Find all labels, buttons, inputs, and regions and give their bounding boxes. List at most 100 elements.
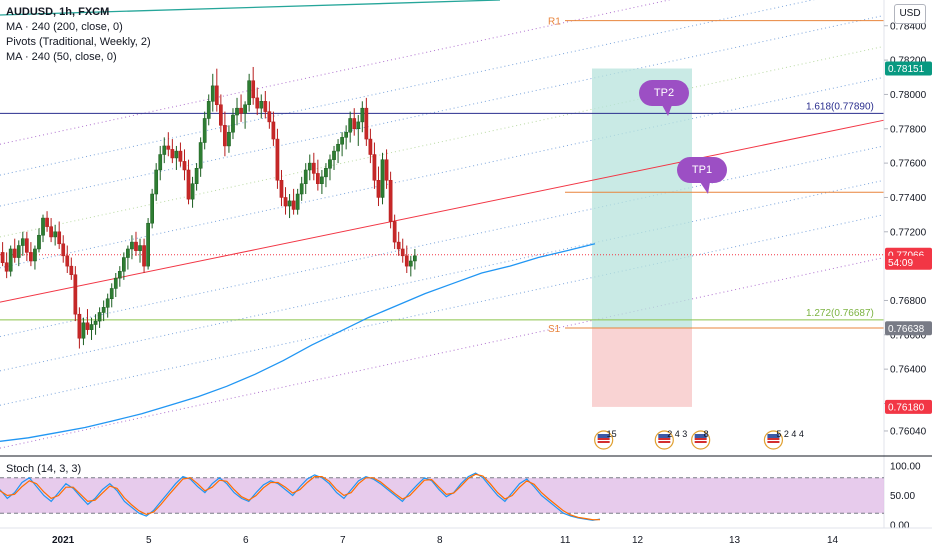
candle <box>65 255 70 267</box>
candle <box>16 245 21 258</box>
time-tick-label: 6 <box>243 535 249 546</box>
candle <box>360 107 365 123</box>
price-tick-label: 0.77200 <box>890 227 927 238</box>
candle <box>239 107 243 114</box>
channel-line <box>0 45 885 238</box>
symbol-title[interactable]: AUDUSD, 1h, FXCM <box>6 6 110 18</box>
fib-1272-label: 1.272(0.76687) <box>806 308 874 319</box>
price-tag-label: 0.78151 <box>888 64 925 75</box>
candle <box>404 255 409 267</box>
candle <box>263 101 268 112</box>
stoch-k-line <box>0 472 601 521</box>
candle <box>150 193 154 224</box>
price-tick-label: 0.77600 <box>890 159 927 170</box>
tp2-pointer <box>662 105 672 116</box>
candle <box>126 248 130 258</box>
candle <box>243 104 247 114</box>
channel-line <box>0 14 885 207</box>
price-tick-label: 0.76800 <box>890 296 927 307</box>
candle <box>162 145 167 155</box>
candle <box>93 320 98 325</box>
candle <box>332 150 336 160</box>
event-badge: 15 <box>594 429 617 450</box>
channel-line <box>0 179 885 372</box>
candle <box>400 248 405 257</box>
candle <box>113 277 118 289</box>
candle <box>8 248 13 272</box>
candle <box>344 131 348 138</box>
candle <box>255 97 260 109</box>
legend-pivots[interactable]: Pivots (Traditional, Weekly, 2) <box>6 36 151 48</box>
candle <box>279 180 284 198</box>
tp1-pointer <box>700 182 710 194</box>
fib-1618-label: 1.618(0.77890) <box>806 101 874 112</box>
candle <box>227 131 231 147</box>
candle <box>190 183 195 200</box>
channel-line <box>0 257 885 449</box>
price-tick-label: 0.77400 <box>890 193 927 204</box>
event-badge: 5 2 4 4 <box>763 429 804 450</box>
stoch-legend[interactable]: Stoch (14, 3, 3) <box>6 463 82 475</box>
candle <box>89 324 94 330</box>
flag-stripe <box>694 434 707 438</box>
candle <box>219 104 223 126</box>
flag-stripe <box>658 434 671 438</box>
candle <box>299 183 304 195</box>
tp2-bubble[interactable]: TP2 <box>639 80 689 106</box>
candle <box>356 121 361 130</box>
candle <box>37 234 41 250</box>
position-profit-zone <box>592 68 692 328</box>
candle <box>105 298 110 308</box>
candle <box>77 313 82 339</box>
price-tag <box>885 399 932 414</box>
candle <box>12 248 17 258</box>
candle <box>223 125 227 147</box>
s1-label: S1 <box>548 324 561 335</box>
candle <box>372 154 377 181</box>
candle <box>0 252 5 263</box>
candle <box>85 322 90 330</box>
price-tag <box>885 255 932 270</box>
tp1-bubble[interactable]: TP1 <box>677 157 727 183</box>
candle <box>198 142 203 169</box>
candle <box>368 138 373 155</box>
candle <box>122 257 126 272</box>
candle <box>413 255 417 262</box>
candle <box>166 145 171 150</box>
candle <box>376 180 381 198</box>
flag-stripe <box>767 434 780 438</box>
candle <box>231 114 235 133</box>
candle <box>267 111 272 123</box>
stoch-band <box>0 477 884 514</box>
candle <box>117 271 122 279</box>
candle <box>307 162 312 171</box>
candle <box>4 262 9 272</box>
flag-stripe <box>597 441 610 443</box>
time-tick-label: 2021 <box>52 535 75 546</box>
ma200-line <box>0 243 596 442</box>
candle <box>186 169 191 200</box>
legend-ma200[interactable]: MA · 240 (200, close, 0) <box>6 21 123 33</box>
candle <box>340 137 344 145</box>
candle <box>247 80 251 105</box>
candle <box>146 222 150 267</box>
flag-stripe <box>694 438 707 440</box>
candle <box>61 243 66 257</box>
currency-button[interactable]: USD <box>894 4 926 24</box>
event-badge-label: 2 4 3 <box>667 429 687 439</box>
candle <box>214 85 219 105</box>
candle <box>142 245 146 267</box>
price-tag-label: 0.76180 <box>888 402 925 413</box>
candle <box>408 260 413 267</box>
channel-line <box>0 0 815 176</box>
legend-ma50[interactable]: MA · 240 (50, close, 0) <box>6 51 117 63</box>
price-tick-label: 0.78000 <box>890 90 927 101</box>
candle <box>206 101 211 119</box>
time-tick-label: 11 <box>560 535 571 546</box>
candle <box>295 193 300 210</box>
candle <box>81 322 86 339</box>
chart-legend: AUDUSD, 1h, FXCM MA · 240 (200, close, 0… <box>6 5 151 65</box>
candle <box>291 200 296 210</box>
time-tick-label: 12 <box>632 535 644 546</box>
